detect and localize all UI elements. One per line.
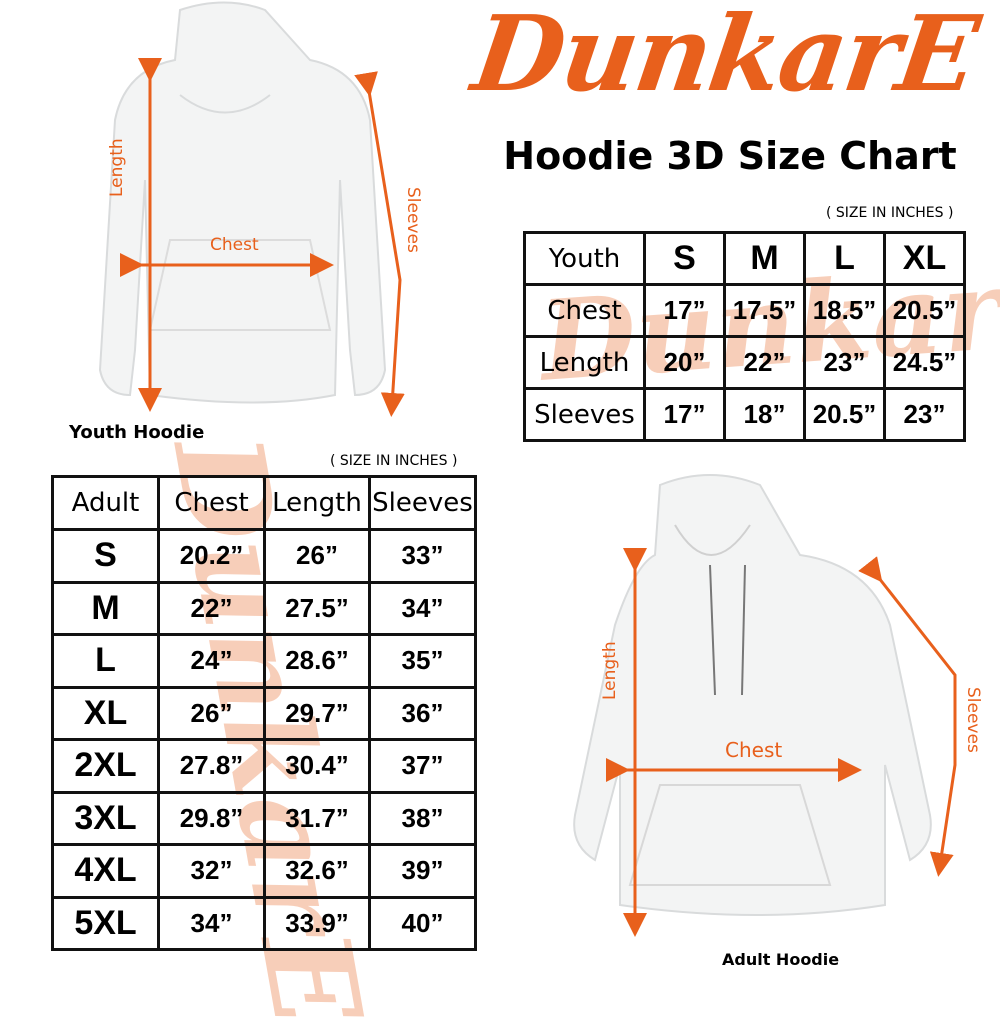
cell: 32.6” [263,843,371,899]
cell: 33.9” [263,895,371,951]
cell: 17” [643,283,726,338]
table-row: M 22” 27.5” 34” [51,580,477,636]
cell: 26” [157,685,266,741]
cell: 32” [157,843,266,899]
size-label: S [51,528,160,584]
adult-hoodie-image: Length Chest Sleeves [573,474,983,937]
cell: 26” [263,528,371,584]
cell: 29.7” [263,685,371,741]
youth-sleeves-label: Sleeves [403,187,423,253]
adult-col-header: Adult [51,475,160,531]
brand-logo: DunkarE [465,0,985,115]
cell: 37” [368,738,477,794]
size-label: 3XL [51,790,160,846]
youth-col-m: M [723,231,806,286]
youth-col-s: S [643,231,726,286]
cell: 35” [368,633,477,689]
youth-corner: Youth [523,231,646,286]
youth-hoodie-caption: Youth Hoodie [69,422,205,443]
cell: 23” [803,335,886,390]
table-row: 4XL 32” 32.6” 39” [51,843,477,899]
size-label: 5XL [51,895,160,951]
row-label: Chest [523,283,646,338]
table-row: Length 20” 22” 23” 24.5” [523,335,966,390]
cell: 34” [157,895,266,951]
cell: 28.6” [263,633,371,689]
cell: 36” [368,685,477,741]
youth-hoodie-image: Length Chest Sleeves [98,1,423,417]
cell: 22” [157,580,266,636]
adult-unit-note: ( SIZE IN INCHES ) [330,453,458,469]
cell: 18.5” [803,283,886,338]
table-row: Chest 17” 17.5” 18.5” 20.5” [523,283,966,338]
youth-col-xl: XL [883,231,966,286]
cell: 20.2” [157,528,266,584]
cell: 18” [723,387,806,442]
youth-col-l: L [803,231,886,286]
table-row: S 20.2” 26” 33” [51,528,477,584]
youth-size-table: Youth S M L XL Chest 17” 17.5” 18.5” 20.… [523,231,966,442]
row-label: Length [523,335,646,390]
adult-sleeves-label: Sleeves [963,687,983,753]
cell: 23” [883,387,966,442]
cell: 17” [643,387,726,442]
table-row: L 24” 28.6” 35” [51,633,477,689]
cell: 30.4” [263,738,371,794]
table-row: XL 26” 29.7” 36” [51,685,477,741]
cell: 20.5” [883,283,966,338]
cell: 20” [643,335,726,390]
adult-size-table: Adult Chest Length Sleeves S 20.2” 26” 33” M… [51,475,477,951]
table-row: 5XL 34” 33.9” 40” [51,895,477,951]
cell: 29.8” [157,790,266,846]
adult-chest-label: Chest [725,738,782,762]
cell: 40” [368,895,477,951]
adult-header-row: Adult Chest Length Sleeves [51,475,477,531]
row-label: Sleeves [523,387,646,442]
cell: 27.8” [157,738,266,794]
table-row: Sleeves 17” 18” 20.5” 23” [523,387,966,442]
adult-length-label: Length [600,641,620,700]
cell: 17.5” [723,283,806,338]
size-label: M [51,580,160,636]
youth-sleeve-arrow [354,71,405,417]
cell: 31.7” [263,790,371,846]
size-label: XL [51,685,160,741]
adult-sleeve-arrow [858,556,957,877]
cell: 33” [368,528,477,584]
cell: 39” [368,843,477,899]
table-row: 3XL 29.8” 31.7” 38” [51,790,477,846]
adult-col-length: Length [263,475,371,531]
table-row: 2XL 27.8” 30.4” 37” [51,738,477,794]
cell: 24.5” [883,335,966,390]
youth-length-label: Length [107,138,127,197]
size-label: L [51,633,160,689]
size-label: 4XL [51,843,160,899]
cell: 38” [368,790,477,846]
size-label: 2XL [51,738,160,794]
cell: 34” [368,580,477,636]
youth-header-row: Youth S M L XL [523,231,966,286]
cell: 24” [157,633,266,689]
cell: 22” [723,335,806,390]
adult-col-sleeves: Sleeves [368,475,477,531]
youth-chest-label: Chest [210,235,259,255]
page-title: Hoodie 3D Size Chart [503,134,957,178]
adult-col-chest: Chest [157,475,266,531]
cell: 20.5” [803,387,886,442]
youth-unit-note: ( SIZE IN INCHES ) [826,205,954,221]
cell: 27.5” [263,580,371,636]
adult-hoodie-caption: Adult Hoodie [722,950,840,969]
